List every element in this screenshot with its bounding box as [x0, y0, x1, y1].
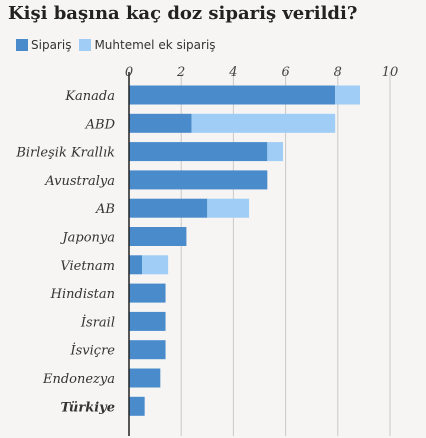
legend: Sipariş Muhtemel ek sipariş [16, 38, 224, 52]
x-tick-label-6: 6 [281, 65, 289, 80]
bar-order-3 [129, 170, 268, 190]
category-label-0: Kanada [64, 89, 115, 104]
bar-order-5 [129, 227, 187, 246]
x-tick-label-8: 8 [334, 65, 342, 80]
legend-swatch-order [16, 39, 28, 51]
legend-swatch-possible [79, 39, 92, 51]
legend-item-possible: Muhtemel ek sipariş [79, 38, 216, 52]
bar-order-1 [129, 113, 192, 133]
category-label-6: Vietnam [60, 259, 115, 274]
bar-order-6 [129, 255, 143, 275]
bar-order-7 [129, 283, 166, 303]
bar-possible-1 [191, 113, 336, 133]
bar-order-4 [129, 198, 208, 218]
category-label-9: İsviçre [70, 342, 116, 359]
x-tick-label-2: 2 [176, 65, 185, 80]
bar-order-9 [129, 340, 166, 360]
category-label-10: Endonezya [42, 372, 115, 387]
bar-possible-6 [142, 255, 169, 275]
bar-order-0 [129, 85, 336, 105]
category-label-8: İsrail [80, 313, 115, 330]
x-tick-label-4: 4 [228, 65, 237, 80]
bar-order-8 [129, 311, 166, 331]
category-label-1: ABD [85, 117, 116, 132]
bar-order-2 [129, 142, 268, 162]
bar-possible-2 [267, 142, 283, 162]
category-label-5: Japonya [59, 231, 115, 246]
legend-item-order: Sipariş [16, 38, 71, 52]
category-label-3: Avustralya [44, 174, 115, 189]
bar-possible-0 [335, 85, 360, 105]
legend-label-order: Sipariş [31, 38, 72, 52]
bar-possible-4 [207, 198, 250, 218]
chart-title: Kişi başına kaç doz sipariş verildi? [8, 3, 358, 24]
category-label-4: AB [95, 202, 115, 217]
bar-order-11 [129, 396, 145, 416]
legend-label-possible: Muhtemel ek sipariş [94, 38, 216, 52]
x-tick-label-10: 10 [382, 65, 399, 80]
category-label-7: Hindistan [50, 287, 115, 302]
bar-order-10 [129, 368, 161, 388]
category-label-11: Türkiye [60, 400, 115, 415]
category-label-2: Birleşik Krallık [15, 146, 115, 161]
